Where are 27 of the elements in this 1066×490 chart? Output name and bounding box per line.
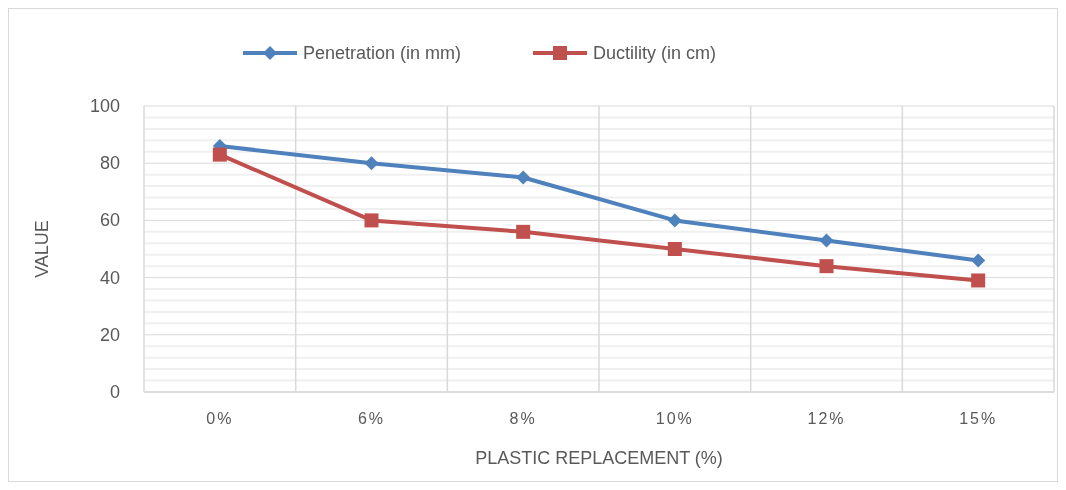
legend-label: Ductility (in cm) [593,43,717,63]
point [516,224,531,239]
x-tick-label: 6% [357,410,386,427]
y-axis-title: VALUE [32,220,52,278]
x-axis-title: PLASTIC REPLACEMENT (%) [475,448,723,468]
point [819,259,834,274]
x-tick-label: 15% [959,410,998,427]
point [971,273,986,288]
point [364,213,379,228]
point [364,156,379,171]
y-tick-label: 80 [99,153,120,174]
x-tick-label: 8% [509,410,537,427]
point [667,213,682,228]
point [212,147,227,162]
point [667,242,682,256]
y-tick-label: 100 [89,96,120,116]
point [819,233,834,248]
legend-label: Penetration (in mm) [303,43,462,63]
y-tick-label: 0 [109,382,120,402]
x-tick-label: 12% [807,410,846,427]
x-tick-label: 10% [655,410,694,427]
y-tick-label: 60 [99,210,120,231]
point [971,253,986,268]
y-tick-label: 40 [99,267,120,288]
x-tick-label: 0% [206,410,234,427]
y-tick-label: 20 [99,324,120,345]
point [516,170,531,185]
